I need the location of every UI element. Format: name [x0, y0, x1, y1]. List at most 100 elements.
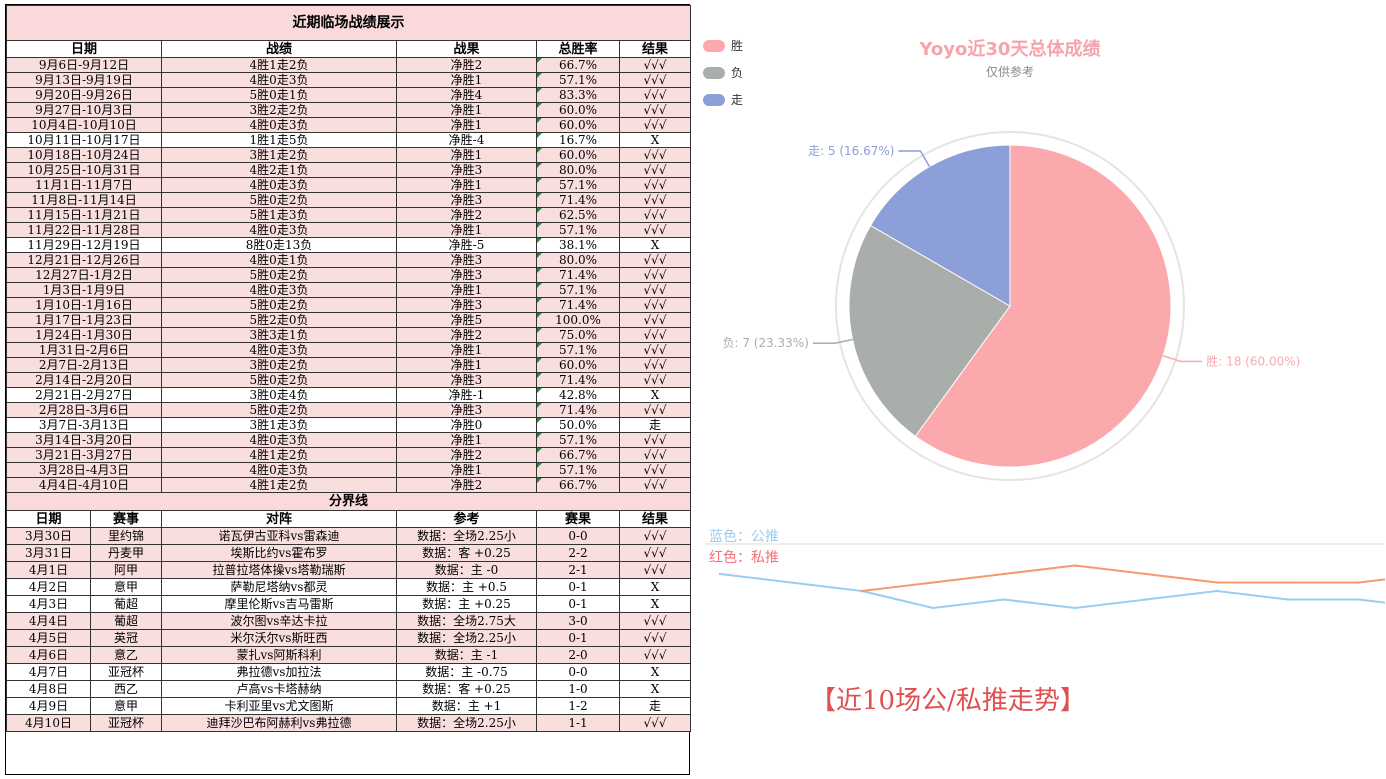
record-date: 10月18日-10月24日 — [6, 147, 162, 163]
record-result: √√√ — [618, 72, 692, 88]
trend-line-public-point — [1357, 598, 1361, 601]
record-result: √√√ — [618, 87, 692, 103]
match-row: 4月6日 意乙 蒙扎vs阿斯科利 数据：主 -1 2-0 √√√ — [6, 646, 692, 664]
record-outcome: 净胜2 — [396, 327, 537, 343]
match-date: 4月2日 — [6, 578, 91, 596]
record-outcome: 净胜4 — [396, 87, 537, 103]
record-score: 4胜0走3负 — [161, 462, 397, 478]
record-outcome: 净胜2 — [396, 207, 537, 223]
record-date: 1月31日-2月6日 — [6, 342, 162, 358]
match-fixture: 米尔沃尔vs斯旺西 — [161, 629, 397, 647]
legend-swatch-draw — [703, 93, 725, 106]
pie-leader-line — [898, 150, 931, 167]
match-score: 0-1 — [536, 578, 620, 596]
record-result: √√√ — [618, 357, 692, 373]
match-fixture: 波尔图vs辛达卡拉 — [161, 612, 397, 630]
record-result: √√√ — [618, 447, 692, 463]
pie-title: Yoyo近30天总体成绩 — [919, 39, 1101, 60]
match-fixture: 迪拜沙巴布阿赫利vs弗拉德 — [161, 714, 397, 732]
match-reference: 数据：主 +0.5 — [396, 578, 537, 596]
match-fixture: 摩里伦斯vs吉马雷斯 — [161, 595, 397, 613]
match-fixture: 卡利亚里vs尤文图斯 — [161, 697, 397, 715]
match-league: 亚冠杯 — [90, 714, 162, 732]
header-record: 战绩 — [161, 40, 397, 58]
record-date: 11月1日-11月7日 — [6, 177, 162, 193]
record-win-rate: 66.7% — [536, 477, 620, 493]
pie-slice-lose[interactable] — [848, 224, 1011, 437]
record-result: √√√ — [618, 222, 692, 238]
record-outcome: 净胜1 — [396, 432, 537, 448]
record-score: 5胜0走2负 — [161, 402, 397, 418]
record-outcome: 净胜1 — [396, 147, 537, 163]
match-reference: 数据：全场2.25小 — [396, 629, 537, 647]
record-result: √√√ — [618, 282, 692, 298]
record-result: √√√ — [618, 117, 692, 133]
trend-line-public-point — [789, 581, 793, 584]
record-win-rate: 80.0% — [536, 252, 620, 268]
legend-item-lose[interactable]: 负 — [703, 59, 743, 86]
match-row: 4月1日 阿甲 拉普拉塔体操vs塔勒瑞斯 数据：主 -0 2-1 √√√ — [6, 561, 692, 579]
table-row: 10月11日-10月17日 1胜1走5负 净胜-4 16.7% X — [6, 132, 692, 148]
record-win-rate: 71.4% — [536, 192, 620, 208]
match-league: 里约锦 — [90, 527, 162, 545]
legend-label-draw: 走 — [731, 93, 744, 107]
table-row: 11月8日-11月14日 5胜0走2负 净胜3 71.4% √√√ — [6, 192, 692, 208]
record-result: X — [618, 387, 692, 403]
trend-line-private — [861, 564, 1385, 592]
table-row: 1月17日-1月23日 5胜2走0负 净胜5 100.0% √√√ — [6, 312, 692, 328]
record-date: 10月25日-10月31日 — [6, 162, 162, 178]
record-result: √√√ — [618, 462, 692, 478]
match-result: √√√ — [618, 561, 692, 579]
record-win-rate: 57.1% — [536, 342, 620, 358]
pie-slice-draw[interactable] — [869, 144, 1011, 307]
match-reference: 数据：主 +0.25 — [396, 595, 537, 613]
record-score: 3胜0走4负 — [161, 387, 397, 403]
record-date: 1月24日-1月30日 — [6, 327, 162, 343]
trend-line-public-point — [1144, 598, 1148, 601]
record-date: 1月3日-1月9日 — [6, 282, 162, 298]
legend-item-draw[interactable]: 走 — [703, 86, 743, 113]
record-win-rate: 57.1% — [536, 72, 620, 88]
table-row: 11月1日-11月7日 4胜0走3负 净胜1 57.1% √√√ — [6, 177, 692, 193]
record-date: 11月22日-11月28日 — [6, 222, 162, 238]
record-score: 4胜1走2负 — [161, 477, 397, 493]
record-win-rate: 57.1% — [536, 177, 620, 193]
table-row: 3月21日-3月27日 4胜1走2负 净胜2 66.7% √√√ — [6, 447, 692, 463]
match-score: 2-1 — [536, 561, 620, 579]
record-win-rate: 57.1% — [536, 462, 620, 478]
match-date: 4月10日 — [6, 714, 91, 732]
record-result: √√√ — [618, 402, 692, 418]
table-row: 2月14日-2月20日 5胜0走2负 净胜3 71.4% √√√ — [6, 372, 692, 388]
record-result: X — [618, 237, 692, 253]
record-win-rate: 71.4% — [536, 297, 620, 313]
record-score: 5胜2走0负 — [161, 312, 397, 328]
record-outcome: 净胜3 — [396, 252, 537, 268]
legend-item-win[interactable]: 胜 — [703, 32, 743, 59]
record-win-rate: 50.0% — [536, 417, 620, 433]
record-win-rate: 83.3% — [536, 87, 620, 103]
match-date: 4月8日 — [6, 680, 91, 698]
trend-line-private-point — [1144, 572, 1148, 576]
record-date: 12月27日-1月2日 — [6, 267, 162, 283]
record-score: 8胜0走13负 — [161, 237, 397, 253]
record-date: 2月28日-3月6日 — [6, 402, 162, 418]
match-row: 3月31日 丹麦甲 埃斯比约vs霍布罗 数据：客 +0.25 2-2 √√√ — [6, 544, 692, 562]
record-date: 3月14日-3月20日 — [6, 432, 162, 448]
record-result: √√√ — [618, 267, 692, 283]
record-result: √√√ — [618, 162, 692, 178]
record-outcome: 净胜1 — [396, 117, 537, 133]
table-row: 11月15日-11月21日 5胜1走3负 净胜2 62.5% √√√ — [6, 207, 692, 223]
match-row: 4月10日 亚冠杯 迪拜沙巴布阿赫利vs弗拉德 数据：全场2.25小 1-1 √√√ — [6, 714, 692, 732]
pie-leader-line — [1162, 355, 1203, 363]
record-date: 2月14日-2月20日 — [6, 372, 162, 388]
record-date: 3月21日-3月27日 — [6, 447, 162, 463]
record-score: 4胜0走3负 — [161, 177, 397, 193]
divider-label: 分界线 — [5, 492, 692, 511]
match-score: 1-1 — [536, 714, 620, 732]
record-win-rate: 57.1% — [536, 282, 620, 298]
record-score: 3胜2走2负 — [161, 102, 397, 118]
record-score: 5胜0走1负 — [161, 87, 397, 103]
record-result: √√√ — [618, 312, 692, 328]
table-row: 3月14日-3月20日 4胜0走3负 净胜1 57.1% √√√ — [6, 432, 692, 448]
trend-line-public-point — [1215, 589, 1219, 593]
